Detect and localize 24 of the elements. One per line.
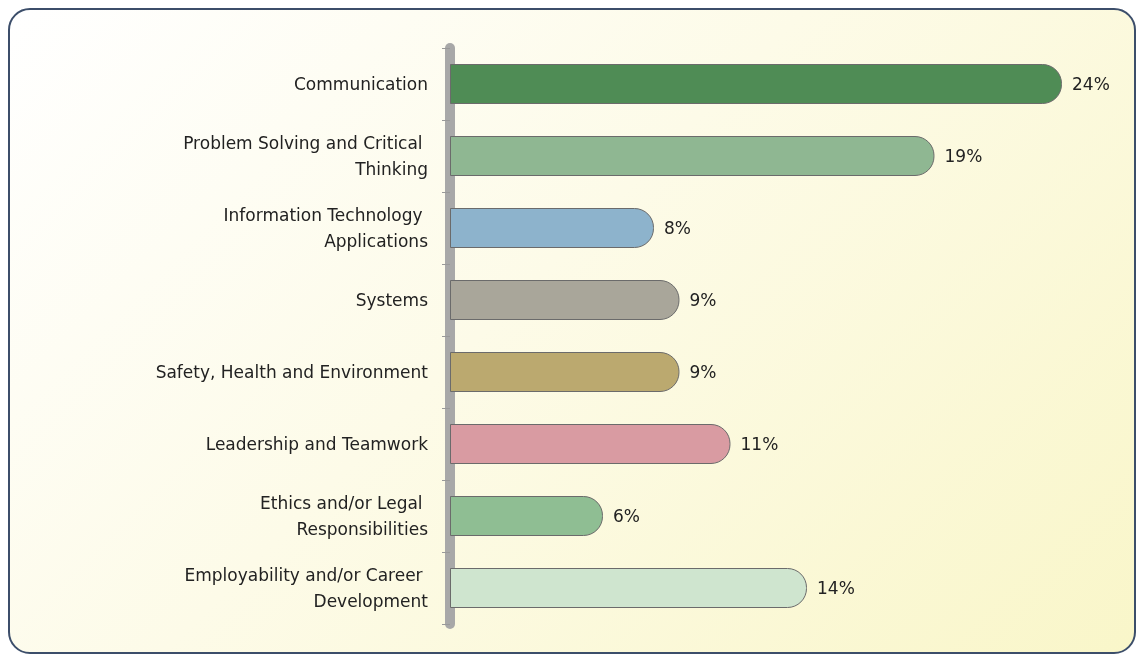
bar [450, 208, 654, 248]
bar [450, 280, 680, 320]
y-tick-label: Systems [355, 290, 429, 310]
y-tick-label: Safety, Health and Environment [155, 362, 429, 382]
bar [450, 352, 680, 392]
data-label: 9% [689, 362, 717, 382]
data-label: 6% [613, 506, 640, 526]
bar [450, 568, 807, 608]
bar [450, 64, 1062, 104]
data-label: 9% [689, 290, 717, 310]
y-tick-label: Problem Solving and Critical Thinking [183, 133, 428, 179]
bar [450, 136, 935, 176]
data-label: 11% [740, 434, 779, 454]
y-tick-label: Ethics and/or Legal Responsibilities [260, 493, 429, 539]
data-label: 19% [944, 146, 983, 166]
y-tick-label: Information Technology Applications [223, 205, 429, 251]
y-tick-label: Employability and/or Career Development [184, 565, 429, 611]
bar [450, 496, 603, 536]
data-label: 14% [817, 578, 855, 598]
data-label: 8% [664, 218, 691, 238]
y-tick-label: Communication [294, 74, 428, 94]
bar [450, 424, 731, 464]
data-label: 24% [1072, 74, 1110, 94]
y-tick-label: Leadership and Teamwork [205, 434, 429, 454]
